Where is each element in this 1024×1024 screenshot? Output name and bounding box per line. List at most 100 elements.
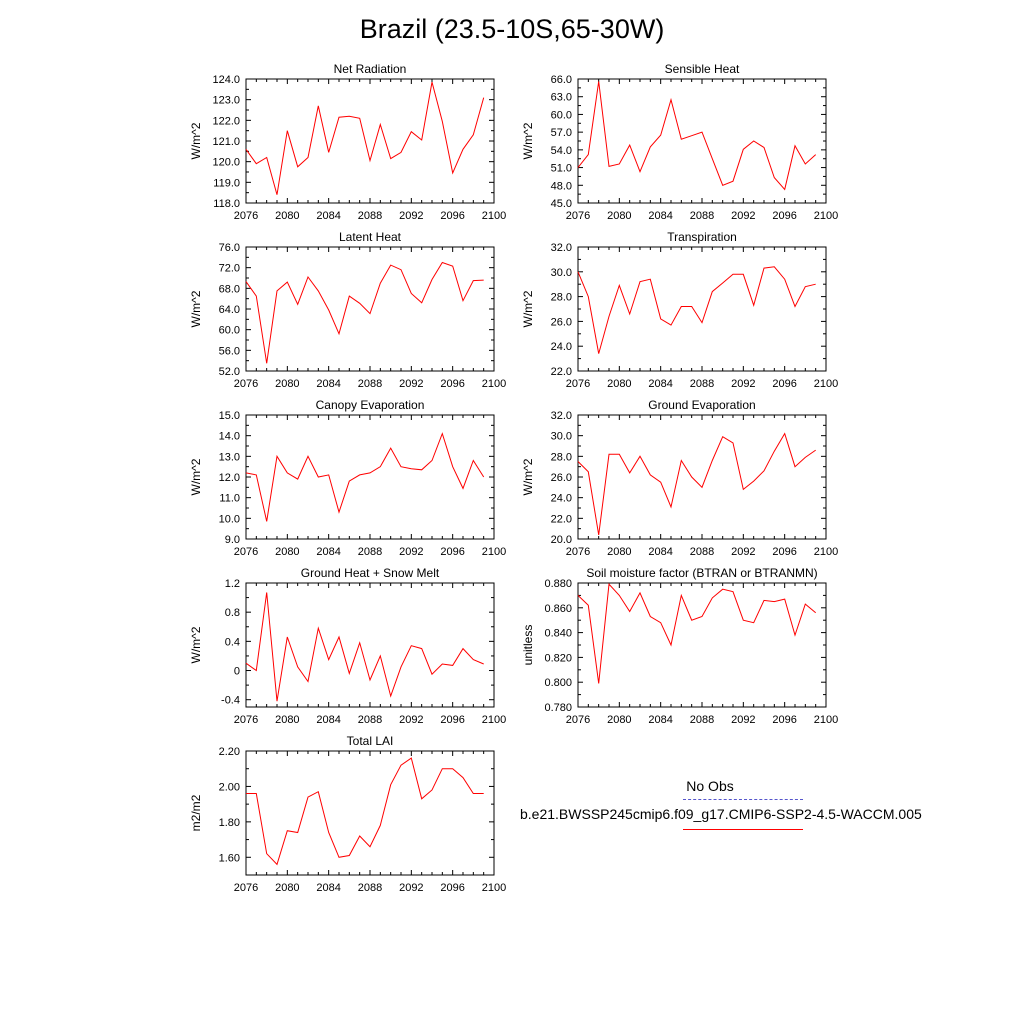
y-tick-label: 57.0 (551, 127, 572, 139)
x-tick-label: 2084 (648, 210, 672, 222)
series-line (245, 592, 484, 702)
y-tick-label: 1.60 (219, 852, 240, 864)
chart-title: Ground Heat + Snow Melt (301, 566, 440, 580)
x-tick-label: 2076 (566, 210, 590, 222)
x-tick-label: 2100 (482, 210, 506, 222)
chart-panel: Total LAI m2/m2 2076 2080 2084 2088 2092 2096 21… (189, 734, 506, 894)
x-tick-label: 2092 (731, 714, 755, 726)
x-tick-label: 2096 (772, 714, 796, 726)
chart-panel: Latent Heat W/m^2 2076 2080 2084 2088 2092 2096… (189, 230, 506, 390)
x-tick-label: 2084 (316, 882, 340, 894)
y-tick-label: 56.0 (219, 345, 240, 357)
x-tick-label: 2084 (316, 714, 340, 726)
y-tick-label: 26.0 (551, 472, 572, 484)
y-tick-label: 72.0 (219, 263, 240, 275)
x-tick-label: 2096 (772, 546, 796, 558)
y-tick-label: 48.0 (551, 180, 572, 192)
x-tick-label: 2092 (399, 882, 423, 894)
y-axis-label: W/m^2 (521, 458, 535, 495)
x-tick-label: 2088 (690, 378, 714, 390)
y-tick-label: 119.0 (213, 177, 240, 189)
y-tick-label: 64.0 (219, 304, 240, 316)
chart-panel: Ground Evaporation W/m^2 2076 2080 2084 2088 2… (521, 398, 838, 558)
y-axis-label: W/m^2 (189, 290, 203, 327)
x-tick-label: 2092 (399, 714, 423, 726)
x-tick-label: 2100 (814, 378, 838, 390)
x-tick-label: 2088 (358, 546, 382, 558)
x-tick-label: 2080 (275, 882, 299, 894)
y-axis-label: m2/m2 (189, 794, 203, 831)
y-tick-label: 14.0 (219, 431, 240, 443)
chart-title: Ground Evaporation (648, 398, 755, 412)
series-line (577, 583, 817, 684)
y-tick-label: 51.0 (551, 163, 572, 175)
x-tick-label: 2080 (607, 714, 631, 726)
y-tick-label: 9.0 (225, 534, 240, 546)
x-tick-label: 2084 (648, 546, 672, 558)
x-tick-label: 2076 (234, 546, 258, 558)
y-tick-label: 30.0 (551, 267, 572, 279)
x-tick-label: 2084 (316, 378, 340, 390)
y-tick-label: 22.0 (551, 513, 572, 525)
x-tick-label: 2096 (772, 210, 796, 222)
chart-panel: Transpiration W/m^2 2076 2080 2084 2088 2092 20… (521, 230, 838, 390)
chart-title: Latent Heat (339, 230, 402, 244)
plot-frame (577, 78, 827, 204)
y-tick-label: 22.0 (551, 366, 572, 378)
x-tick-label: 2092 (731, 378, 755, 390)
x-tick-label: 2080 (275, 546, 299, 558)
y-tick-label: 2.00 (219, 781, 240, 793)
y-tick-label: 68.0 (219, 283, 240, 295)
plot-frame (245, 750, 495, 876)
y-tick-label: 32.0 (551, 242, 572, 254)
x-tick-label: 2080 (275, 378, 299, 390)
x-tick-label: 2100 (814, 714, 838, 726)
x-tick-label: 2100 (482, 546, 506, 558)
y-tick-label: 12.0 (219, 472, 240, 484)
x-tick-label: 2076 (234, 378, 258, 390)
x-tick-label: 2076 (234, 714, 258, 726)
y-tick-label: 32.0 (551, 410, 572, 422)
chart-title: Sensible Heat (665, 62, 740, 76)
legend-case-label: b.e21.BWSSP245cmip6.f09_g17.CMIP6-SSP2-4… (520, 806, 922, 822)
y-tick-label: 0.840 (544, 628, 572, 640)
y-tick-label: 13.0 (219, 451, 240, 463)
y-tick-label: 0.860 (544, 603, 572, 615)
series-line (246, 757, 484, 866)
y-tick-label: 0.8 (225, 607, 240, 619)
x-tick-label: 2096 (440, 714, 464, 726)
y-tick-label: 2.20 (219, 746, 240, 758)
chart-panel: Canopy Evaporation W/m^2 2076 2080 2084 2088 2… (189, 398, 506, 558)
x-tick-label: 2088 (358, 378, 382, 390)
y-tick-label: 121.0 (212, 136, 240, 148)
y-tick-label: 0.820 (544, 652, 572, 664)
plot-frame (577, 414, 827, 540)
x-tick-label: 2096 (772, 378, 796, 390)
x-tick-label: 2096 (440, 378, 464, 390)
chart-title: Canopy Evaporation (316, 398, 425, 412)
x-tick-label: 2092 (731, 546, 755, 558)
x-tick-label: 2096 (440, 882, 464, 894)
x-tick-label: 2076 (566, 378, 590, 390)
x-tick-label: 2084 (316, 546, 340, 558)
y-tick-label: 30.0 (551, 431, 572, 443)
page-title: Brazil (23.5-10S,65-30W) (359, 14, 665, 44)
x-tick-label: 2084 (648, 714, 672, 726)
y-tick-label: 60.0 (551, 109, 572, 121)
y-tick-label: 26.0 (551, 316, 572, 328)
x-tick-label: 2080 (607, 546, 631, 558)
y-axis-label: W/m^2 (189, 122, 203, 159)
y-tick-label: 124.0 (212, 74, 240, 86)
chart-panel: Soil moisture factor (BTRAN or BTRANMN) u… (521, 566, 838, 726)
y-tick-label: 1.80 (219, 817, 240, 829)
plot-frame (245, 414, 495, 540)
chart-title: Transpiration (667, 230, 737, 244)
series-line (577, 432, 816, 535)
y-tick-label: 28.0 (551, 292, 572, 304)
plot-frame (577, 246, 827, 372)
y-tick-label: 66.0 (551, 74, 572, 86)
y-tick-label: 0.800 (544, 677, 572, 689)
y-axis-label: W/m^2 (521, 122, 535, 159)
y-tick-label: 0.4 (225, 636, 240, 648)
